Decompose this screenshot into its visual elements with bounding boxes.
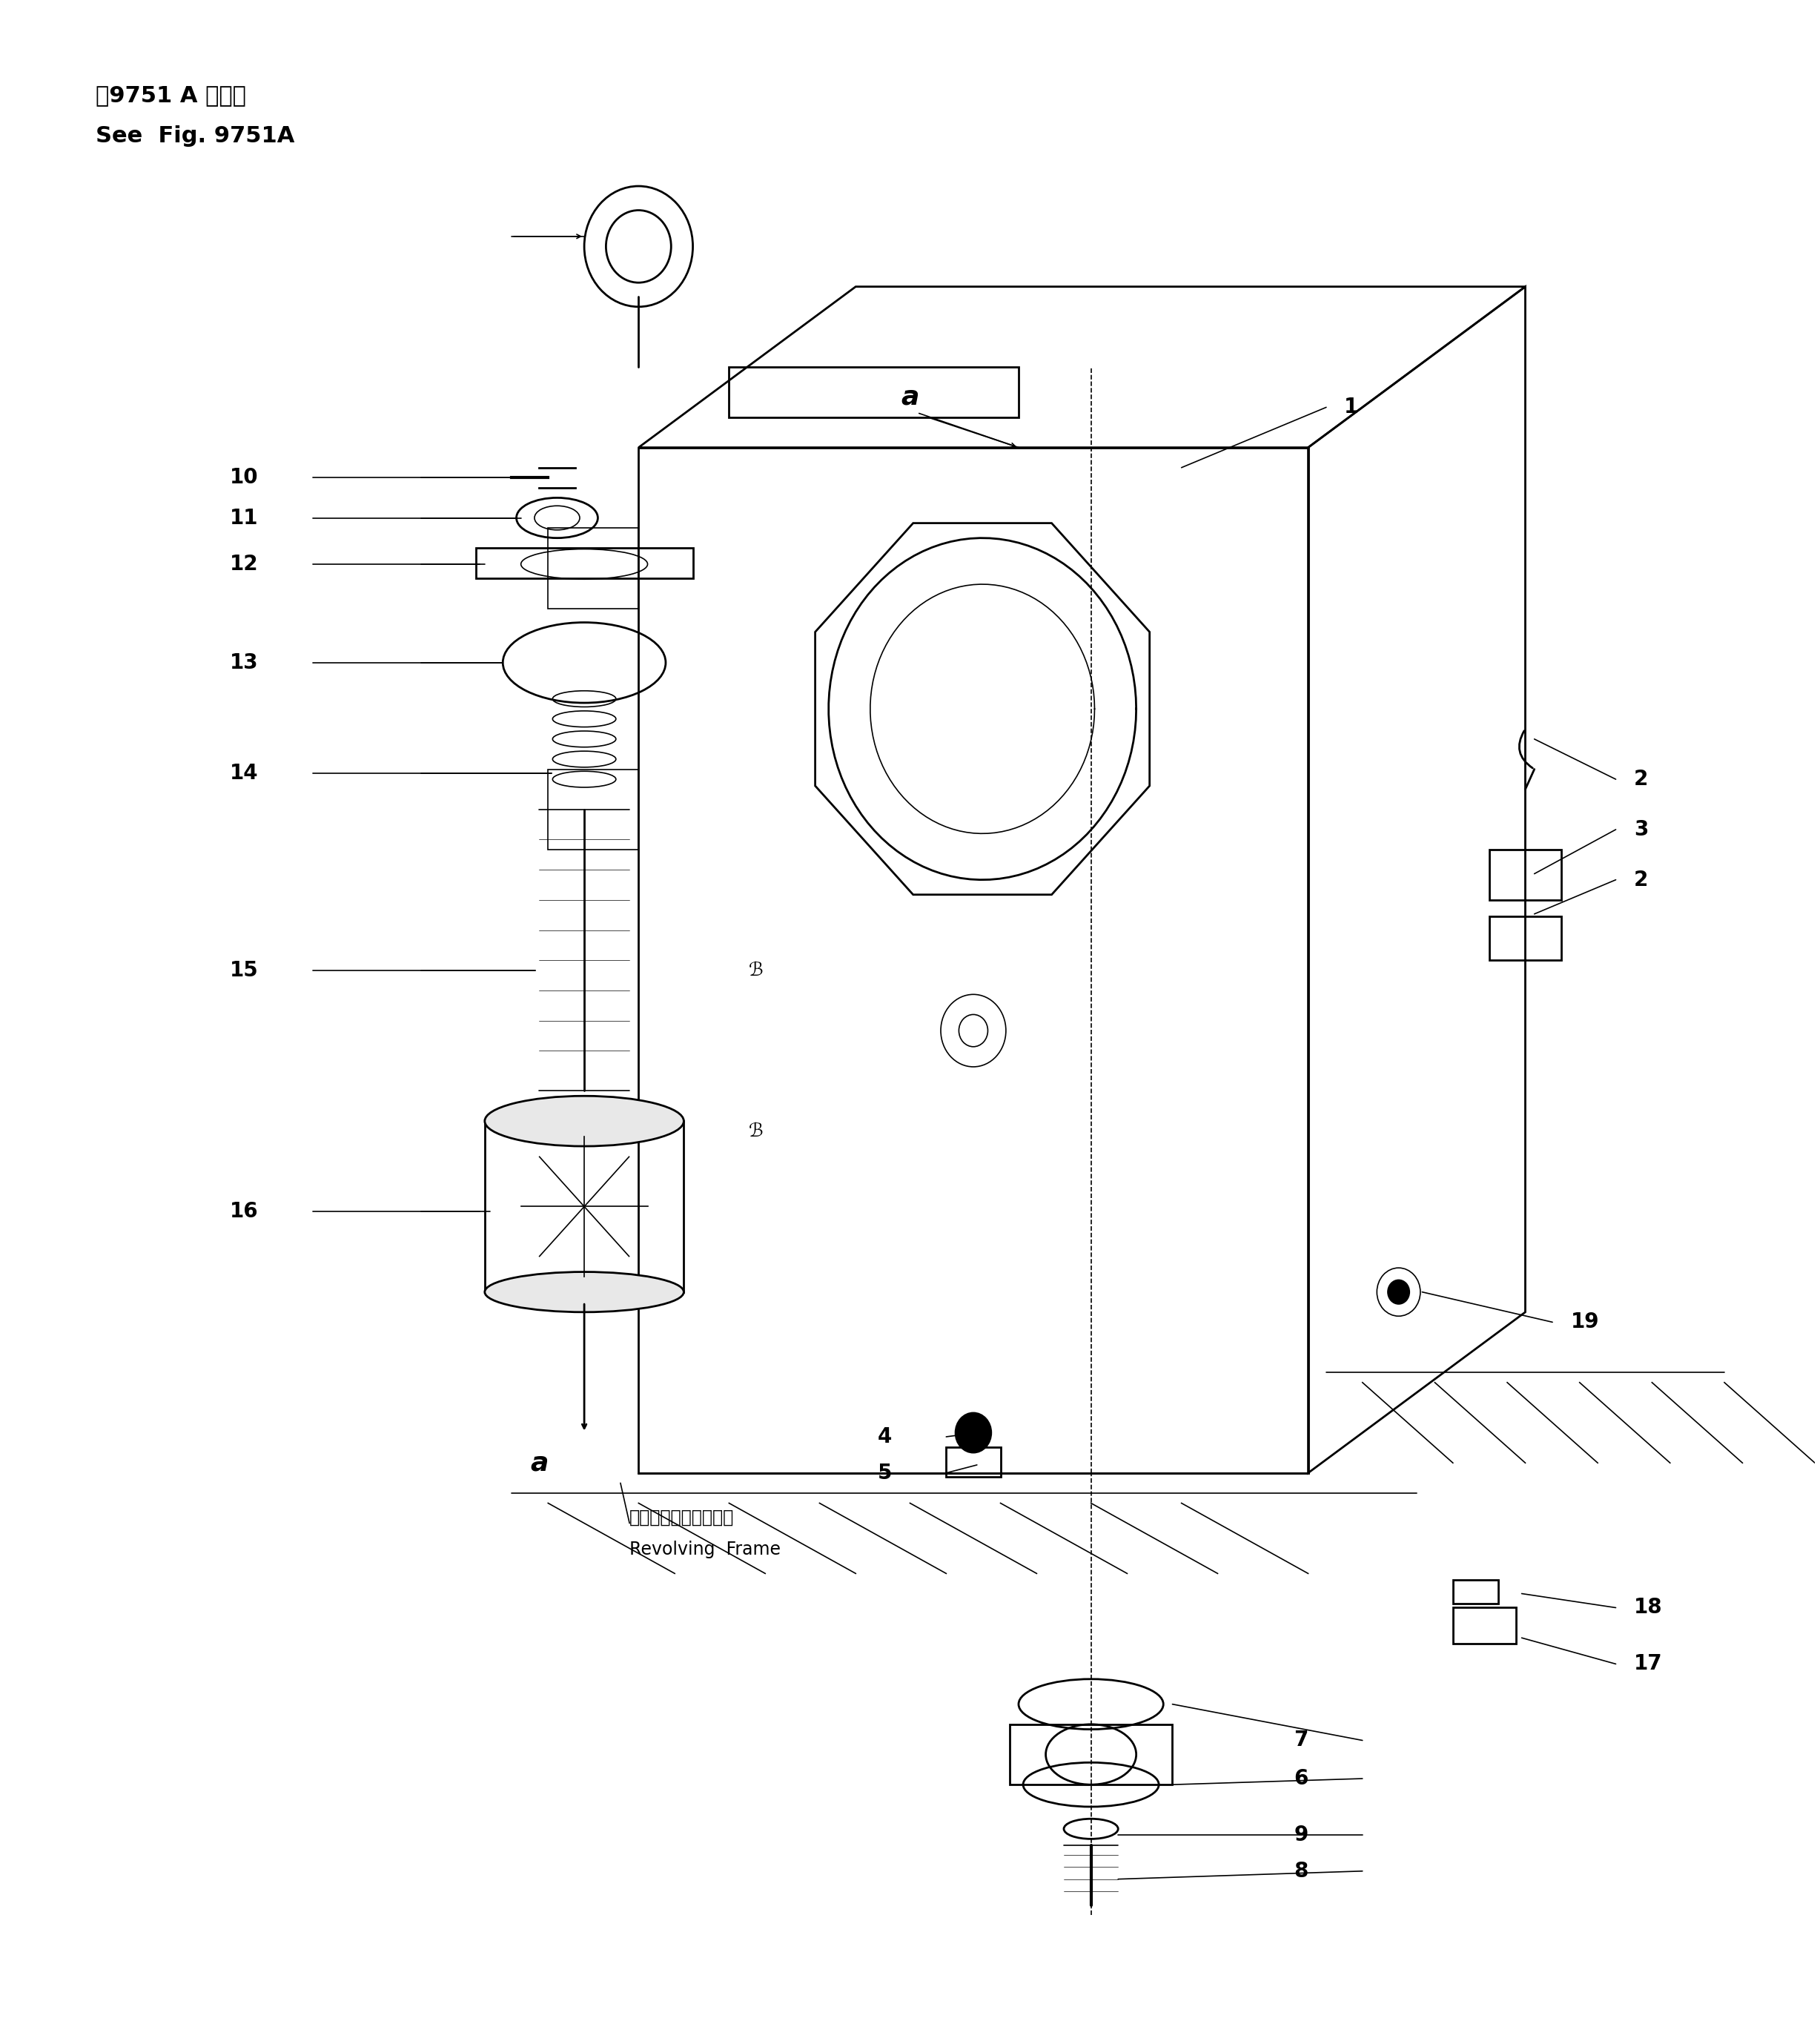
Ellipse shape bbox=[484, 1095, 684, 1146]
Text: ℬ: ℬ bbox=[748, 1122, 763, 1140]
Text: 4: 4 bbox=[877, 1427, 892, 1447]
Circle shape bbox=[1389, 1279, 1409, 1304]
Text: 19: 19 bbox=[1571, 1312, 1600, 1332]
Text: 第9751 A 図参照: 第9751 A 図参照 bbox=[96, 85, 246, 107]
Circle shape bbox=[956, 1413, 992, 1453]
Text: a: a bbox=[530, 1451, 548, 1475]
Text: 1: 1 bbox=[1345, 396, 1358, 418]
Text: 15: 15 bbox=[229, 960, 258, 980]
Text: 16: 16 bbox=[229, 1200, 258, 1223]
Text: ℬ: ℬ bbox=[748, 962, 763, 980]
Text: 2: 2 bbox=[1634, 768, 1649, 790]
Text: Revolving  Frame: Revolving Frame bbox=[630, 1540, 781, 1558]
Text: 11: 11 bbox=[229, 507, 258, 527]
Text: 5: 5 bbox=[877, 1463, 892, 1483]
Text: レボルビングフレーム: レボルビングフレーム bbox=[630, 1508, 733, 1526]
Text: 12: 12 bbox=[229, 554, 258, 574]
Text: See  Fig. 9751A: See Fig. 9751A bbox=[96, 125, 295, 148]
Text: 10: 10 bbox=[229, 467, 258, 487]
Text: 13: 13 bbox=[229, 653, 258, 673]
Text: 8: 8 bbox=[1294, 1861, 1309, 1882]
Text: 18: 18 bbox=[1634, 1597, 1662, 1619]
Text: 3: 3 bbox=[1634, 819, 1649, 841]
Text: 7: 7 bbox=[1294, 1730, 1309, 1750]
Text: 14: 14 bbox=[229, 762, 258, 784]
Text: a: a bbox=[901, 384, 919, 410]
Text: 6: 6 bbox=[1294, 1768, 1309, 1789]
Text: 9: 9 bbox=[1294, 1825, 1309, 1845]
Text: 17: 17 bbox=[1634, 1653, 1662, 1673]
Ellipse shape bbox=[484, 1271, 684, 1312]
Text: 2: 2 bbox=[1634, 869, 1649, 889]
